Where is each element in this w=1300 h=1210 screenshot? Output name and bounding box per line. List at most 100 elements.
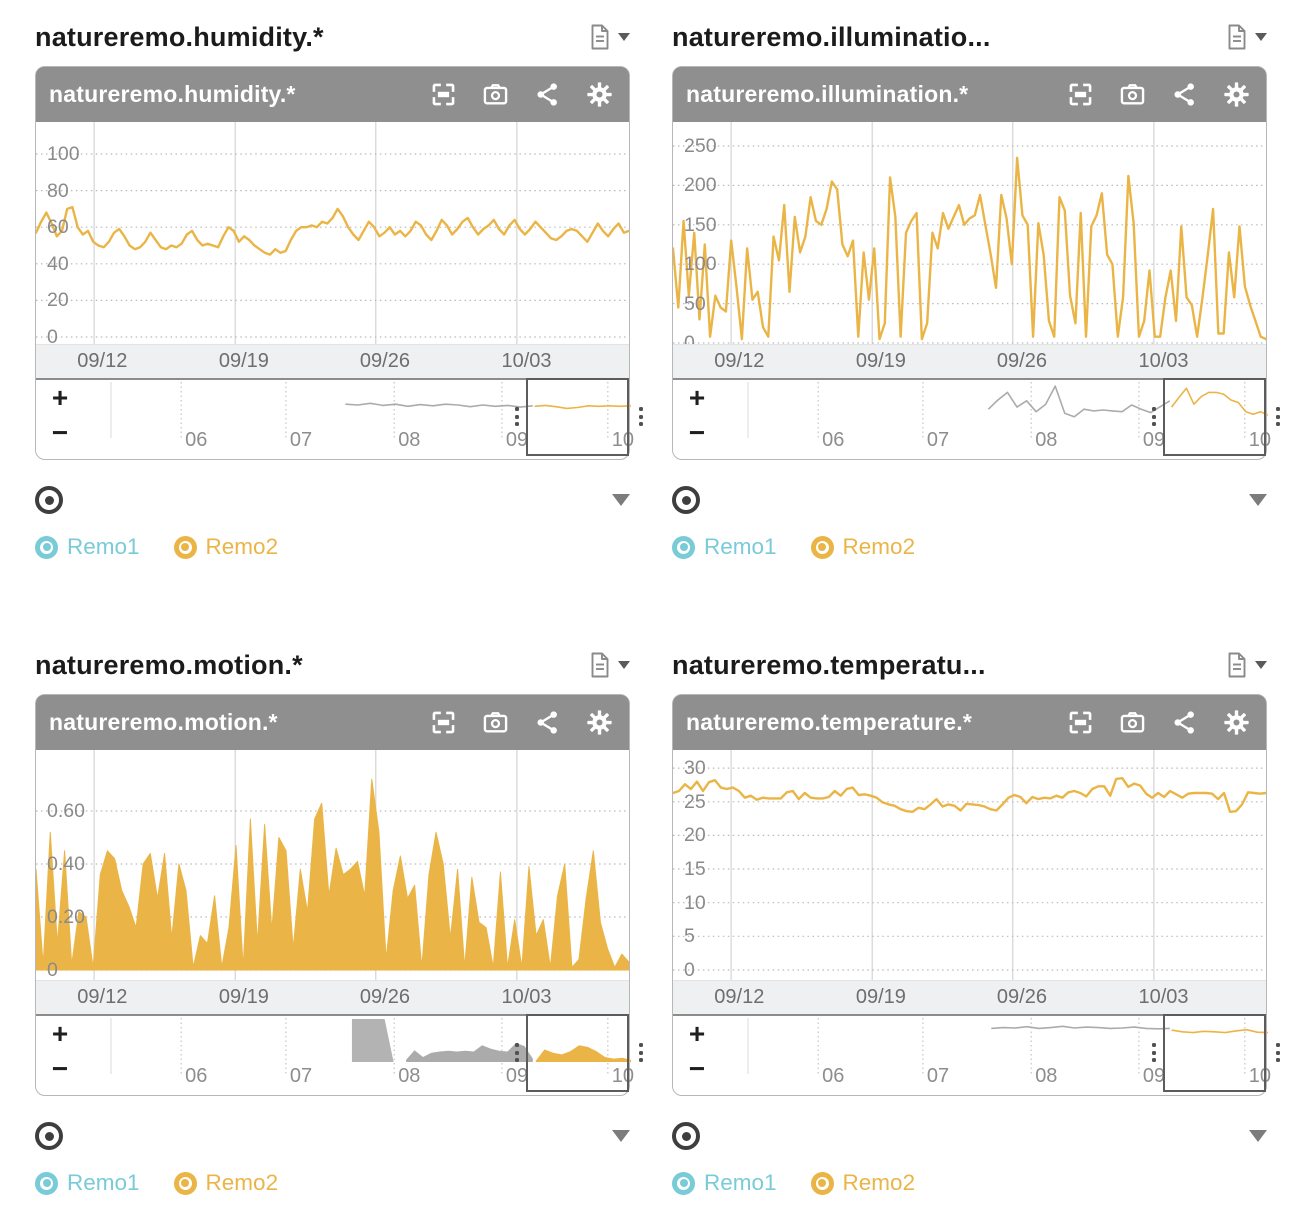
card-title: natureremo.humidity.* (35, 21, 324, 52)
legend-label: Remo2 (842, 534, 916, 559)
x-tick-label: 09/26 (996, 986, 1047, 1008)
navigator-month-label: 07 (926, 429, 950, 451)
zoom-out-button[interactable]: − (51, 417, 69, 448)
fullscreen-icon[interactable] (1067, 81, 1094, 108)
collapse-caret-icon[interactable] (612, 1130, 630, 1142)
navigator-left-handle[interactable] (1152, 1043, 1157, 1062)
navigator-selection[interactable] (526, 1014, 629, 1092)
tracking-toggle-button[interactable] (35, 1122, 63, 1150)
zoom-out-button[interactable]: − (688, 1053, 706, 1084)
navigator-right-handle[interactable] (1276, 407, 1280, 426)
card-title: natureremo.temperatu... (672, 649, 986, 680)
share-icon[interactable] (1171, 709, 1198, 736)
navigator-chart-svg[interactable] (673, 380, 1268, 457)
y-tick-label: 15 (684, 858, 706, 881)
legend-item-remo2[interactable]: Remo2 (810, 534, 916, 560)
share-icon[interactable] (534, 709, 561, 736)
y-tick-label: 20 (47, 289, 69, 312)
navigator-right-handle[interactable] (1276, 1043, 1280, 1062)
navigator-left-handle[interactable] (515, 1043, 520, 1062)
main-chart-area[interactable]: 0 0.20 0.40 0.60 (36, 750, 629, 980)
range-navigator[interactable]: 06 07 08 09 10 + − (673, 1014, 1280, 1095)
x-tick-label: 09/26 (359, 350, 410, 372)
x-tick-label: 09/26 (996, 350, 1047, 372)
main-chart-area[interactable]: 0 50 100 150 200 250 (673, 122, 1266, 344)
navigator-chart-svg[interactable] (673, 1016, 1268, 1093)
settings-gear-icon[interactable] (1223, 81, 1250, 108)
zoom-in-button[interactable]: + (51, 1018, 69, 1049)
navigator-selection[interactable] (1163, 378, 1266, 456)
navigator-right-handle[interactable] (639, 1043, 643, 1062)
card-title-row: natureremo.humidity.* (35, 16, 630, 58)
chart-panel: natureremo.illumination.* (672, 66, 1280, 460)
legend-item-remo1[interactable]: Remo1 (672, 534, 777, 560)
legend-label: Remo1 (67, 534, 140, 559)
zoom-in-button[interactable]: + (51, 382, 69, 413)
navigator-month-label: 06 (185, 1065, 208, 1087)
graph-menu-button[interactable] (1226, 24, 1267, 50)
legend-marker-icon (173, 1171, 197, 1195)
main-chart-svg[interactable] (673, 750, 1266, 980)
zoom-out-button[interactable]: − (51, 1053, 69, 1084)
main-chart-area[interactable]: 0 5 10 15 20 25 30 (673, 750, 1266, 980)
range-navigator[interactable]: 06 07 08 09 10 + − (673, 378, 1280, 459)
legend-marker-icon (810, 535, 834, 559)
legend-item-remo1[interactable]: Remo1 (35, 1170, 140, 1196)
range-navigator[interactable]: 06 07 08 09 10 + − (36, 378, 643, 459)
legend: Remo1 Remo2 (35, 534, 630, 560)
navigator-selection[interactable] (1163, 1014, 1266, 1092)
graph-menu-button[interactable] (589, 652, 630, 678)
collapse-caret-icon[interactable] (612, 494, 630, 506)
main-chart-area[interactable]: 0 20 40 60 80 100 (36, 122, 629, 344)
navigator-chart-svg[interactable] (36, 1016, 631, 1093)
dropdown-caret-icon (1255, 33, 1267, 41)
zoom-in-button[interactable]: + (688, 1018, 706, 1049)
camera-icon[interactable] (1119, 81, 1146, 108)
legend-marker-icon (672, 1171, 695, 1195)
navigator-right-handle[interactable] (639, 407, 643, 426)
fullscreen-icon[interactable] (1067, 709, 1094, 736)
fullscreen-icon[interactable] (430, 81, 457, 108)
legend-item-remo2[interactable]: Remo2 (810, 1170, 915, 1196)
camera-icon[interactable] (482, 709, 509, 736)
navigator-left-handle[interactable] (1152, 407, 1157, 426)
range-navigator[interactable]: 06 07 08 09 10 + − (36, 1014, 643, 1095)
settings-gear-icon[interactable] (586, 81, 613, 108)
zoom-out-button[interactable]: − (688, 417, 706, 448)
legend-label: Remo2 (205, 1170, 279, 1195)
main-chart-svg[interactable] (36, 750, 629, 980)
legend-marker-icon (173, 535, 197, 559)
main-chart-svg[interactable] (36, 122, 629, 344)
navigator-month-label: 07 (289, 1065, 313, 1087)
main-chart-svg[interactable] (673, 122, 1266, 344)
settings-gear-icon[interactable] (586, 709, 613, 736)
legend-item-remo1[interactable]: Remo1 (35, 534, 140, 560)
collapse-caret-icon[interactable] (1249, 494, 1267, 506)
navigator-month-label: 06 (185, 429, 208, 451)
y-tick-label: 40 (47, 252, 69, 275)
zoom-in-button[interactable]: + (688, 382, 706, 413)
navigator-chart-svg[interactable] (36, 380, 631, 457)
tracking-toggle-button[interactable] (35, 486, 63, 514)
collapse-caret-icon[interactable] (1249, 1130, 1267, 1142)
dropdown-caret-icon (618, 33, 630, 41)
graph-menu-button[interactable] (1226, 652, 1267, 678)
legend-item-remo1[interactable]: Remo1 (672, 1170, 777, 1196)
navigator-selection[interactable] (526, 378, 629, 456)
tracking-toggle-button[interactable] (672, 1122, 700, 1150)
share-icon[interactable] (534, 81, 561, 108)
camera-icon[interactable] (1119, 709, 1146, 736)
card-controls-row (672, 1122, 1267, 1150)
settings-gear-icon[interactable] (1223, 709, 1250, 736)
fullscreen-icon[interactable] (430, 709, 457, 736)
share-icon[interactable] (1171, 81, 1198, 108)
graph-menu-button[interactable] (589, 24, 630, 50)
navigator-left-handle[interactable] (515, 407, 520, 426)
legend-item-remo2[interactable]: Remo2 (173, 1170, 279, 1196)
y-tick-label: 80 (47, 179, 69, 202)
tracking-toggle-button[interactable] (672, 486, 700, 514)
panel-title: natureremo.motion.* (49, 709, 278, 735)
legend-item-remo2[interactable]: Remo2 (173, 534, 278, 560)
camera-icon[interactable] (482, 81, 509, 108)
bullseye-icon (44, 1131, 54, 1141)
